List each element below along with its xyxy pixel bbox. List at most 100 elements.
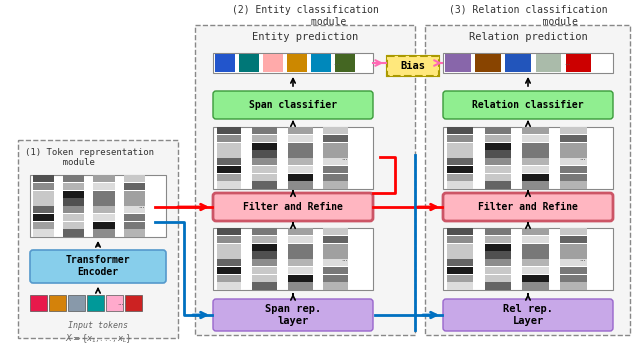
Bar: [323, 236, 348, 243]
FancyBboxPatch shape: [195, 25, 415, 335]
Bar: [252, 275, 277, 282]
Bar: [213, 127, 373, 189]
Bar: [560, 150, 586, 157]
Bar: [560, 228, 586, 235]
Bar: [522, 228, 548, 235]
Bar: [484, 251, 511, 259]
Bar: [447, 135, 473, 142]
Bar: [124, 206, 145, 213]
Bar: [216, 135, 241, 142]
Bar: [447, 275, 473, 282]
Bar: [216, 251, 241, 259]
Bar: [49, 295, 66, 311]
Bar: [522, 251, 548, 259]
Bar: [522, 150, 548, 157]
Bar: [252, 143, 277, 150]
Bar: [323, 228, 348, 235]
Bar: [93, 221, 115, 229]
Bar: [33, 206, 54, 213]
Bar: [447, 166, 473, 173]
Bar: [484, 267, 511, 274]
Bar: [335, 54, 355, 72]
Bar: [560, 275, 586, 282]
Bar: [522, 158, 548, 165]
Bar: [287, 135, 312, 142]
Bar: [447, 143, 473, 150]
Bar: [560, 181, 586, 189]
Bar: [216, 267, 241, 274]
Bar: [443, 228, 613, 290]
Bar: [323, 267, 348, 274]
Bar: [566, 54, 591, 72]
Bar: [323, 174, 348, 181]
FancyBboxPatch shape: [213, 193, 373, 221]
Bar: [387, 56, 439, 76]
Bar: [522, 267, 548, 274]
Text: Span rep.
layer: Span rep. layer: [265, 304, 321, 326]
Bar: [484, 174, 511, 181]
Bar: [484, 166, 511, 173]
Bar: [287, 259, 312, 267]
Bar: [484, 282, 511, 289]
Bar: [311, 54, 332, 72]
Bar: [63, 221, 84, 229]
Text: ...: ...: [341, 155, 348, 161]
Bar: [33, 183, 54, 190]
Bar: [287, 267, 312, 274]
Text: (3) Relation classification
           module: (3) Relation classification module: [449, 5, 607, 26]
Bar: [447, 282, 473, 289]
Bar: [216, 236, 241, 243]
Bar: [216, 127, 241, 134]
Bar: [216, 181, 241, 189]
Bar: [522, 259, 548, 267]
Bar: [484, 158, 511, 165]
Text: ...: ...: [579, 155, 586, 161]
Bar: [252, 267, 277, 274]
Bar: [522, 275, 548, 282]
Bar: [93, 183, 115, 190]
Bar: [323, 135, 348, 142]
Bar: [506, 54, 531, 72]
Bar: [287, 166, 312, 173]
Bar: [447, 259, 473, 267]
Bar: [323, 150, 348, 157]
Bar: [536, 54, 561, 72]
Bar: [560, 158, 586, 165]
Bar: [215, 54, 236, 72]
Bar: [252, 251, 277, 259]
Bar: [252, 228, 277, 235]
Bar: [560, 174, 586, 181]
Bar: [68, 295, 85, 311]
Bar: [93, 198, 115, 205]
Bar: [484, 127, 511, 134]
Bar: [447, 251, 473, 259]
Bar: [93, 229, 115, 237]
Bar: [447, 150, 473, 157]
Bar: [522, 166, 548, 173]
Bar: [93, 206, 115, 213]
Text: ...: ...: [579, 256, 586, 262]
Bar: [447, 228, 473, 235]
Bar: [387, 56, 439, 76]
Bar: [124, 198, 145, 205]
Bar: [213, 53, 373, 73]
FancyBboxPatch shape: [443, 193, 613, 221]
Bar: [447, 267, 473, 274]
Bar: [560, 135, 586, 142]
FancyBboxPatch shape: [443, 91, 613, 119]
Text: Transformer
Encoder: Transformer Encoder: [66, 255, 131, 277]
Bar: [560, 251, 586, 259]
Text: ...: ...: [564, 60, 571, 66]
Bar: [63, 191, 84, 198]
Bar: [287, 228, 312, 235]
Bar: [63, 198, 84, 205]
Bar: [252, 236, 277, 243]
Bar: [560, 166, 586, 173]
Bar: [252, 166, 277, 173]
Bar: [443, 53, 613, 73]
Bar: [522, 244, 548, 251]
Bar: [475, 54, 501, 72]
Bar: [124, 221, 145, 229]
Bar: [484, 143, 511, 150]
Bar: [125, 295, 142, 311]
